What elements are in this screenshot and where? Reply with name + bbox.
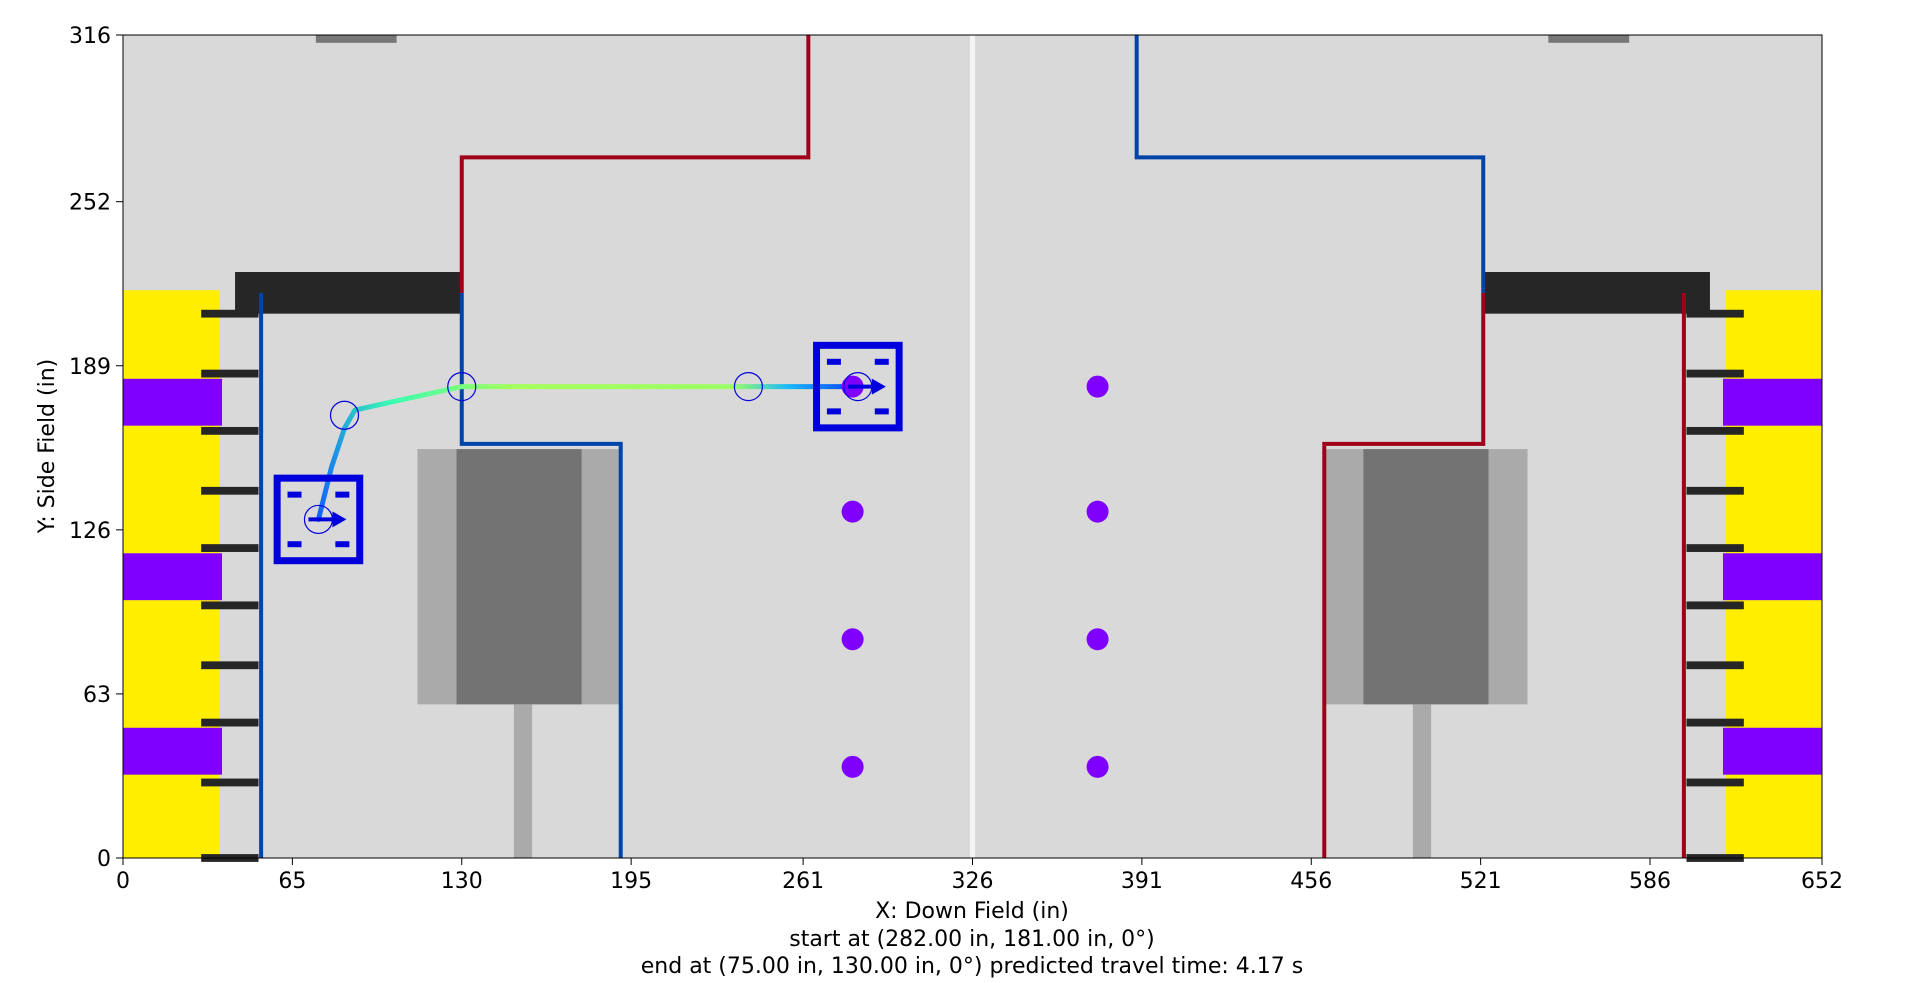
robot-wheel [287, 491, 302, 498]
right-wall [1483, 272, 1710, 314]
left-structure-rail [513, 704, 533, 858]
y-tick-label: 63 [83, 683, 111, 708]
right-structure-rail [1412, 704, 1432, 858]
game-piece-point [1086, 500, 1109, 523]
right-station-bar [1686, 661, 1744, 670]
robot-frame [273, 474, 364, 565]
right-purple-stripe [1722, 727, 1822, 775]
game-piece-point [841, 500, 864, 523]
waypoint-marker [303, 504, 334, 535]
x-tick-label: 652 [1801, 869, 1843, 894]
caption-start: start at (282.00 in, 181.00 in, 0°) [789, 927, 1155, 952]
robot-wheel [826, 358, 841, 365]
left-station-bar [201, 778, 259, 787]
robot-wheel [826, 408, 841, 415]
robot-wheel [335, 491, 350, 498]
right-station-bar [1686, 778, 1744, 787]
x-tick-label: 456 [1290, 869, 1332, 894]
robot-wheel [874, 408, 889, 415]
waypoint-marker [329, 400, 360, 430]
game-piece-point [1086, 755, 1109, 778]
field-elements [123, 35, 1822, 862]
right-station-bar [1686, 544, 1744, 552]
y-tick-label: 126 [69, 519, 111, 544]
game-piece-point [841, 755, 864, 778]
x-tick-label: 0 [116, 869, 130, 894]
left-purple-stripe [123, 378, 223, 426]
right-structure-inner [1363, 449, 1489, 705]
left-station-bar [201, 369, 259, 378]
robot-frame [813, 341, 903, 432]
left-station-bar [201, 601, 259, 610]
center-line [969, 35, 976, 858]
blue-boundary-inner [459, 292, 623, 858]
axes: 0 65 130 195 261 326 391 456 521 586 652 0 63 126 189 2… [69, 24, 1843, 894]
y-tick-label: 189 [69, 355, 111, 380]
x-tick-label: 130 [441, 869, 483, 894]
left-structure-inner [456, 449, 582, 705]
right-purple-stripe [1722, 553, 1822, 601]
trajectory [315, 384, 861, 522]
left-station-bar [201, 309, 259, 318]
robot-heading-arrow [332, 511, 347, 528]
x-tick-label: 521 [1460, 869, 1502, 894]
right-station-bar [1686, 718, 1744, 727]
trajectory-line [315, 384, 861, 522]
x-tick-label: 195 [610, 869, 652, 894]
x-tick-label: 326 [952, 869, 994, 894]
robot-end [273, 474, 364, 565]
right-station-bar [1686, 486, 1744, 495]
left-station-bar [201, 661, 259, 670]
left-station-bar [201, 718, 259, 727]
y-tick-label: 0 [97, 847, 111, 872]
y-tick-label: 316 [69, 24, 111, 49]
right-station-bar [1686, 601, 1744, 610]
red-boundary-top-left [459, 35, 811, 293]
waypoint-marker [733, 371, 763, 402]
top-marker-left [315, 35, 397, 43]
game-piece-point [841, 628, 864, 651]
robot-wheel [287, 541, 302, 548]
top-marker-right [1548, 35, 1630, 43]
waypoint-marker [843, 371, 873, 402]
right-station-bar [1686, 426, 1744, 435]
robot-wheel [335, 541, 350, 548]
game-piece-point [1086, 628, 1109, 651]
right-station-bar [1686, 309, 1744, 318]
caption-end: end at (75.00 in, 130.00 in, 0°) predict… [641, 954, 1303, 979]
left-purple-stripe [123, 727, 223, 775]
x-tick-label: 261 [782, 869, 824, 894]
robot-wheel [874, 358, 889, 365]
red-boundary-right [1322, 292, 1486, 858]
game-piece-point [1086, 375, 1109, 398]
waypoint-marker [447, 371, 477, 402]
robot-heading-arrow [871, 378, 886, 395]
markers [273, 341, 1109, 778]
x-tick-label: 65 [278, 869, 306, 894]
left-wall [235, 272, 462, 314]
right-station-bar [1686, 369, 1744, 378]
left-station-bar [201, 486, 259, 495]
x-tick-label: 391 [1121, 869, 1163, 894]
right-purple-stripe [1722, 378, 1822, 426]
left-station-bar [201, 426, 259, 435]
left-purple-stripe [123, 553, 223, 601]
y-tick-label: 252 [69, 191, 111, 216]
robot-start [813, 341, 903, 432]
y-axis-label: Y: Side Field (in) [35, 359, 60, 535]
x-tick-label: 586 [1629, 869, 1671, 894]
blue-boundary-top-right [1134, 35, 1486, 293]
x-axis-label: X: Down Field (in) [875, 899, 1069, 924]
left-station-bar [201, 544, 259, 552]
